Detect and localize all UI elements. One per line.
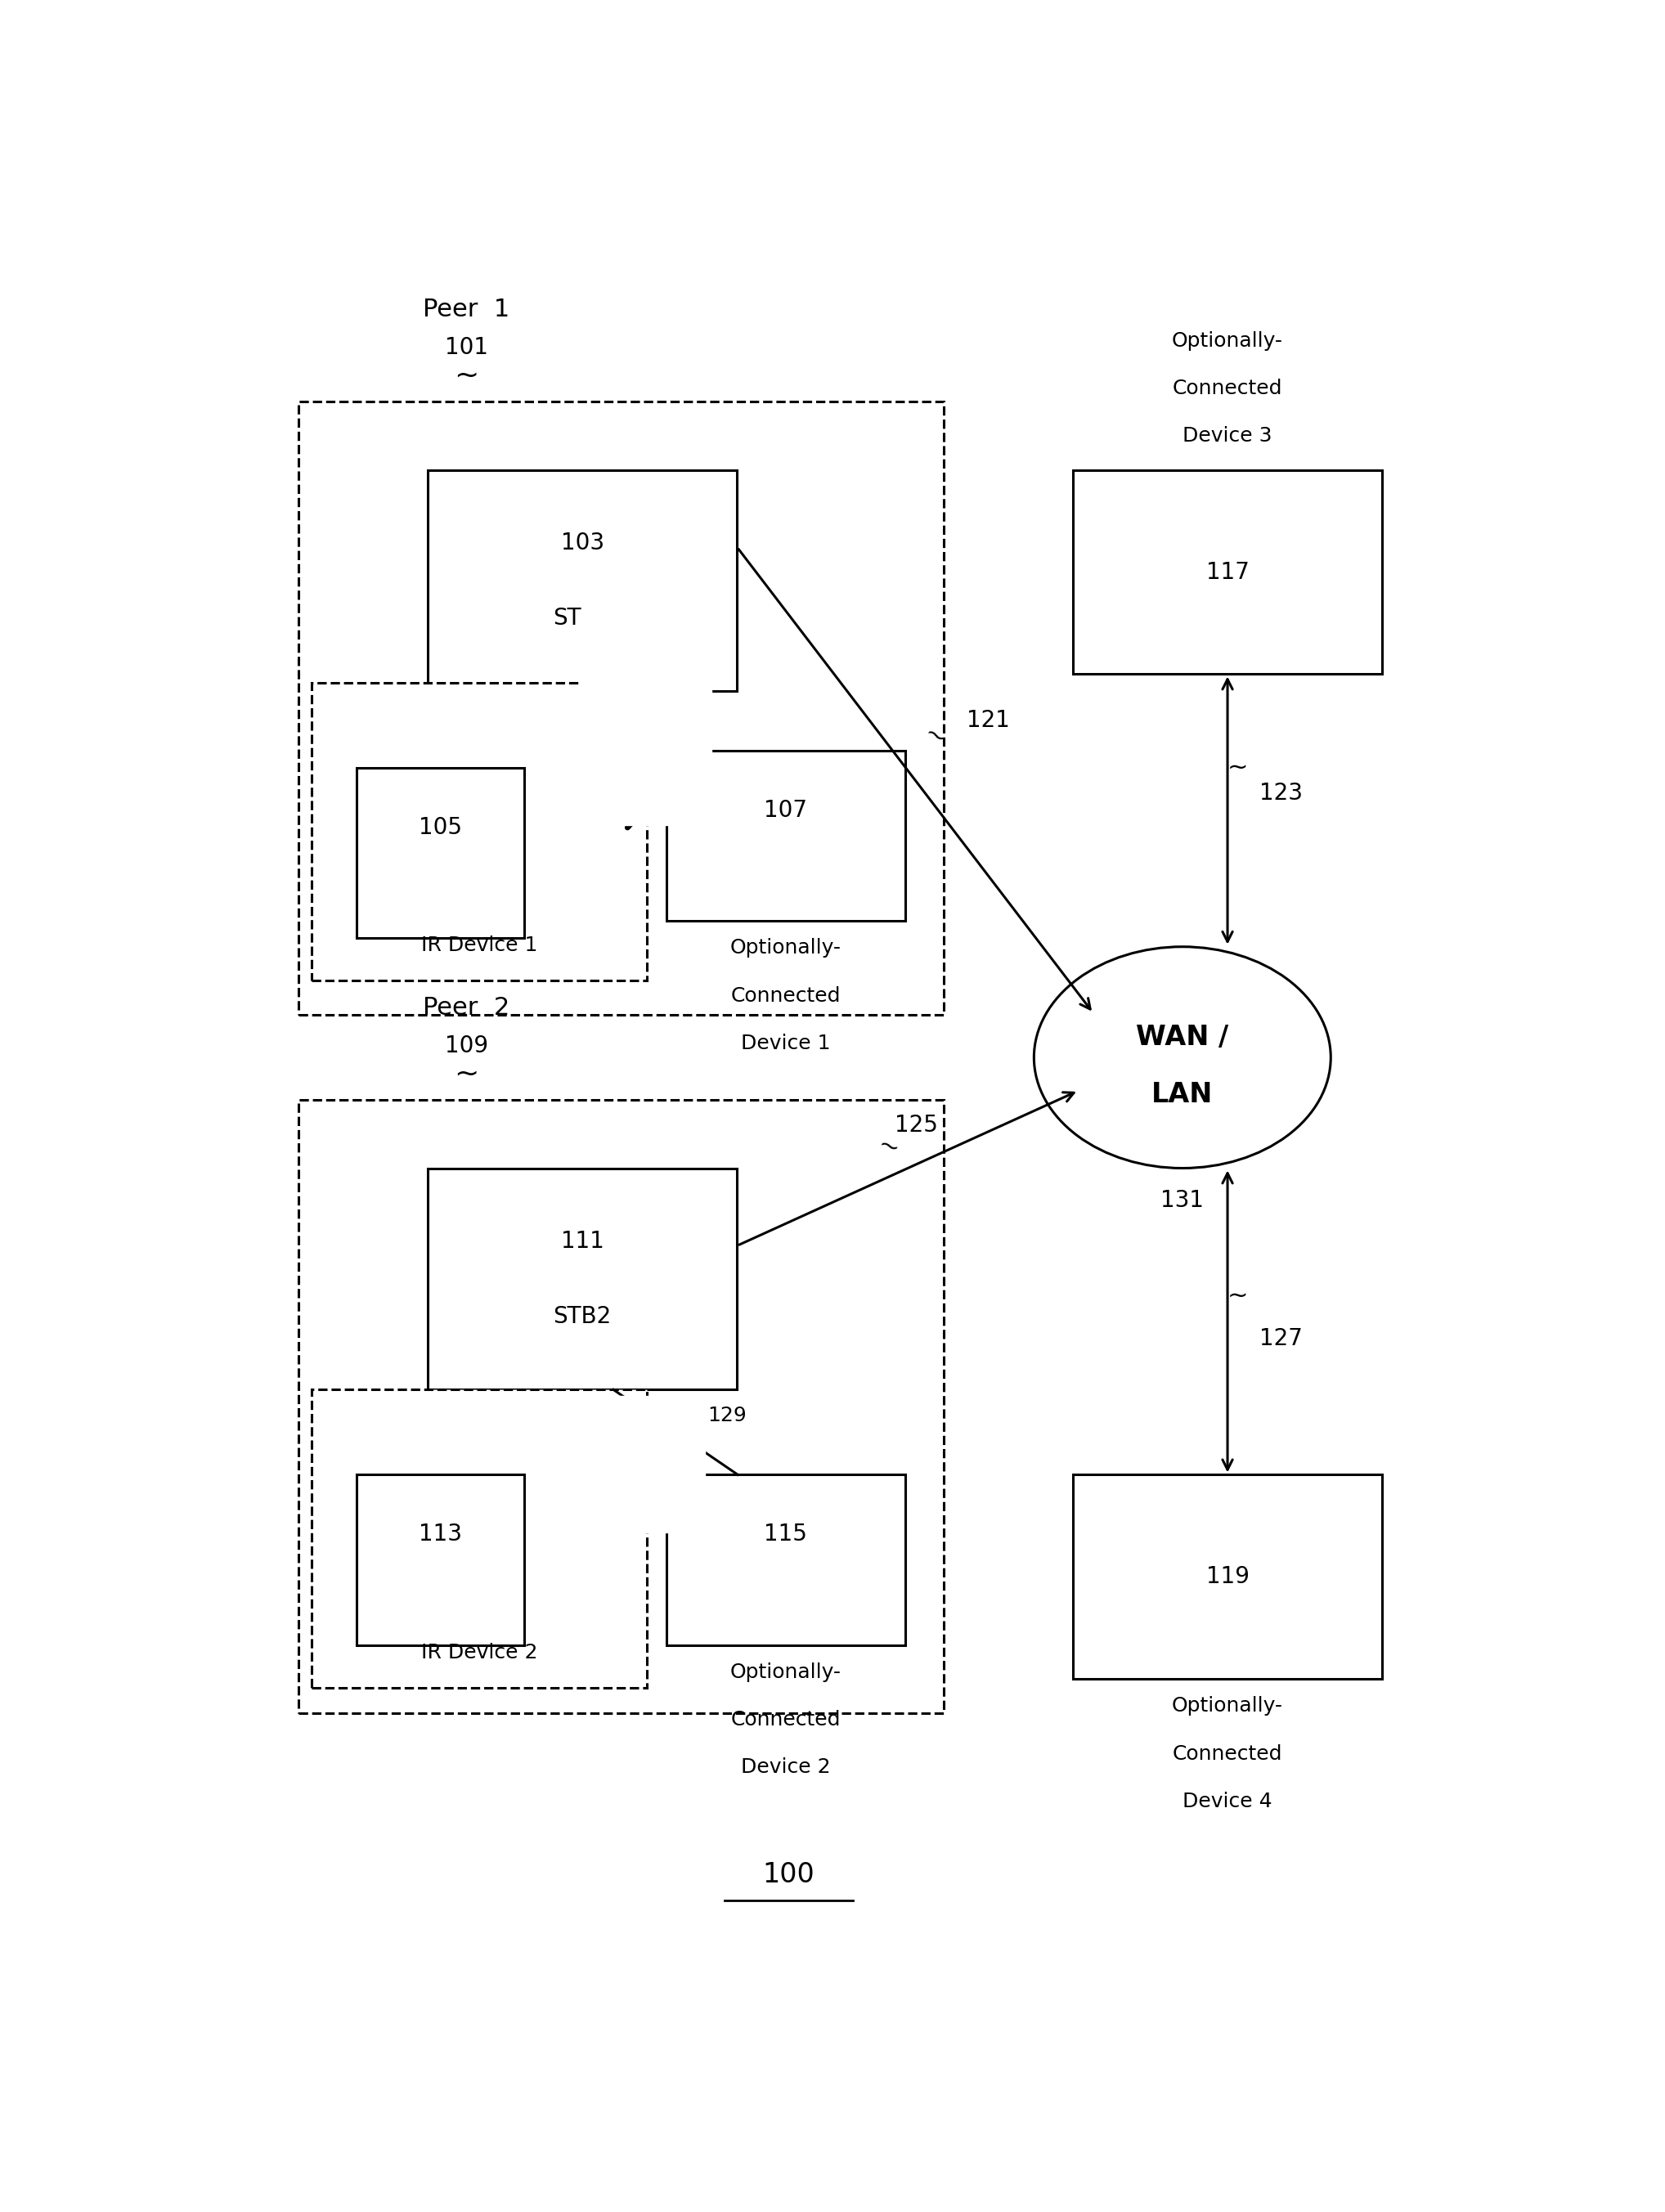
Text: 127: 127 — [1260, 1327, 1304, 1349]
Text: Optionally-: Optionally- — [729, 938, 841, 958]
Bar — [666, 1475, 906, 1646]
Text: ~: ~ — [455, 363, 478, 389]
Bar — [356, 768, 524, 938]
Text: Connected: Connected — [1172, 1743, 1282, 1763]
Text: ~: ~ — [455, 1060, 478, 1088]
Text: ~: ~ — [1227, 1283, 1249, 1307]
Text: 101: 101 — [445, 336, 488, 358]
Text: 109: 109 — [445, 1035, 488, 1057]
Text: Connected: Connected — [1172, 378, 1282, 398]
Polygon shape — [311, 1389, 646, 1688]
Text: 103: 103 — [561, 531, 604, 555]
Bar — [601, 690, 704, 825]
Text: Peer  2: Peer 2 — [423, 995, 509, 1020]
Bar — [356, 1475, 524, 1646]
Text: STB1: STB1 — [553, 606, 611, 630]
Text: Device 3: Device 3 — [1182, 427, 1272, 447]
Text: ~: ~ — [874, 1133, 902, 1164]
Bar — [583, 606, 711, 776]
Text: LAN: LAN — [1152, 1082, 1214, 1108]
Text: ⚡: ⚡ — [651, 1442, 681, 1484]
Text: 105: 105 — [418, 816, 463, 838]
Text: 111: 111 — [561, 1230, 604, 1252]
Text: 123: 123 — [1260, 783, 1304, 805]
Text: Device 1: Device 1 — [741, 1033, 831, 1053]
Text: IR Device 2: IR Device 2 — [421, 1644, 538, 1661]
Text: 115: 115 — [764, 1522, 808, 1546]
Text: 117: 117 — [1205, 560, 1249, 584]
Bar — [666, 750, 906, 920]
Bar — [1072, 469, 1382, 675]
Bar — [428, 469, 738, 690]
Text: Optionally-: Optionally- — [1172, 1697, 1284, 1717]
Polygon shape — [298, 403, 944, 1015]
Text: Device 4: Device 4 — [1182, 1792, 1272, 1812]
Text: 125: 125 — [894, 1115, 937, 1137]
Ellipse shape — [1034, 947, 1330, 1168]
Text: 119: 119 — [1205, 1566, 1249, 1588]
Text: Device 2: Device 2 — [741, 1759, 831, 1776]
Text: 100: 100 — [763, 1863, 814, 1889]
Text: Optionally-: Optionally- — [729, 1661, 841, 1681]
Text: Optionally-: Optionally- — [1172, 332, 1284, 349]
Text: ⚡: ⚡ — [651, 737, 681, 779]
Bar — [1072, 1475, 1382, 1679]
Text: STB2: STB2 — [553, 1305, 611, 1327]
Text: 129: 129 — [708, 1405, 748, 1425]
Text: WAN /: WAN / — [1136, 1024, 1229, 1051]
Text: Connected: Connected — [731, 1710, 841, 1730]
Text: Peer  1: Peer 1 — [423, 299, 509, 321]
Polygon shape — [311, 684, 646, 980]
Text: 121: 121 — [967, 710, 1011, 732]
Text: 131: 131 — [1161, 1188, 1204, 1212]
Text: ~: ~ — [676, 1396, 696, 1418]
Text: IR Device 1: IR Device 1 — [421, 936, 538, 956]
Text: Connected: Connected — [731, 987, 841, 1006]
Text: ~: ~ — [1227, 757, 1249, 781]
Text: 107: 107 — [764, 799, 808, 823]
Polygon shape — [298, 1099, 944, 1712]
Text: 113: 113 — [418, 1522, 463, 1546]
Text: ~: ~ — [919, 721, 949, 752]
Text: ⚡: ⚡ — [626, 653, 656, 695]
Bar — [428, 1168, 738, 1389]
Bar — [601, 1396, 704, 1533]
